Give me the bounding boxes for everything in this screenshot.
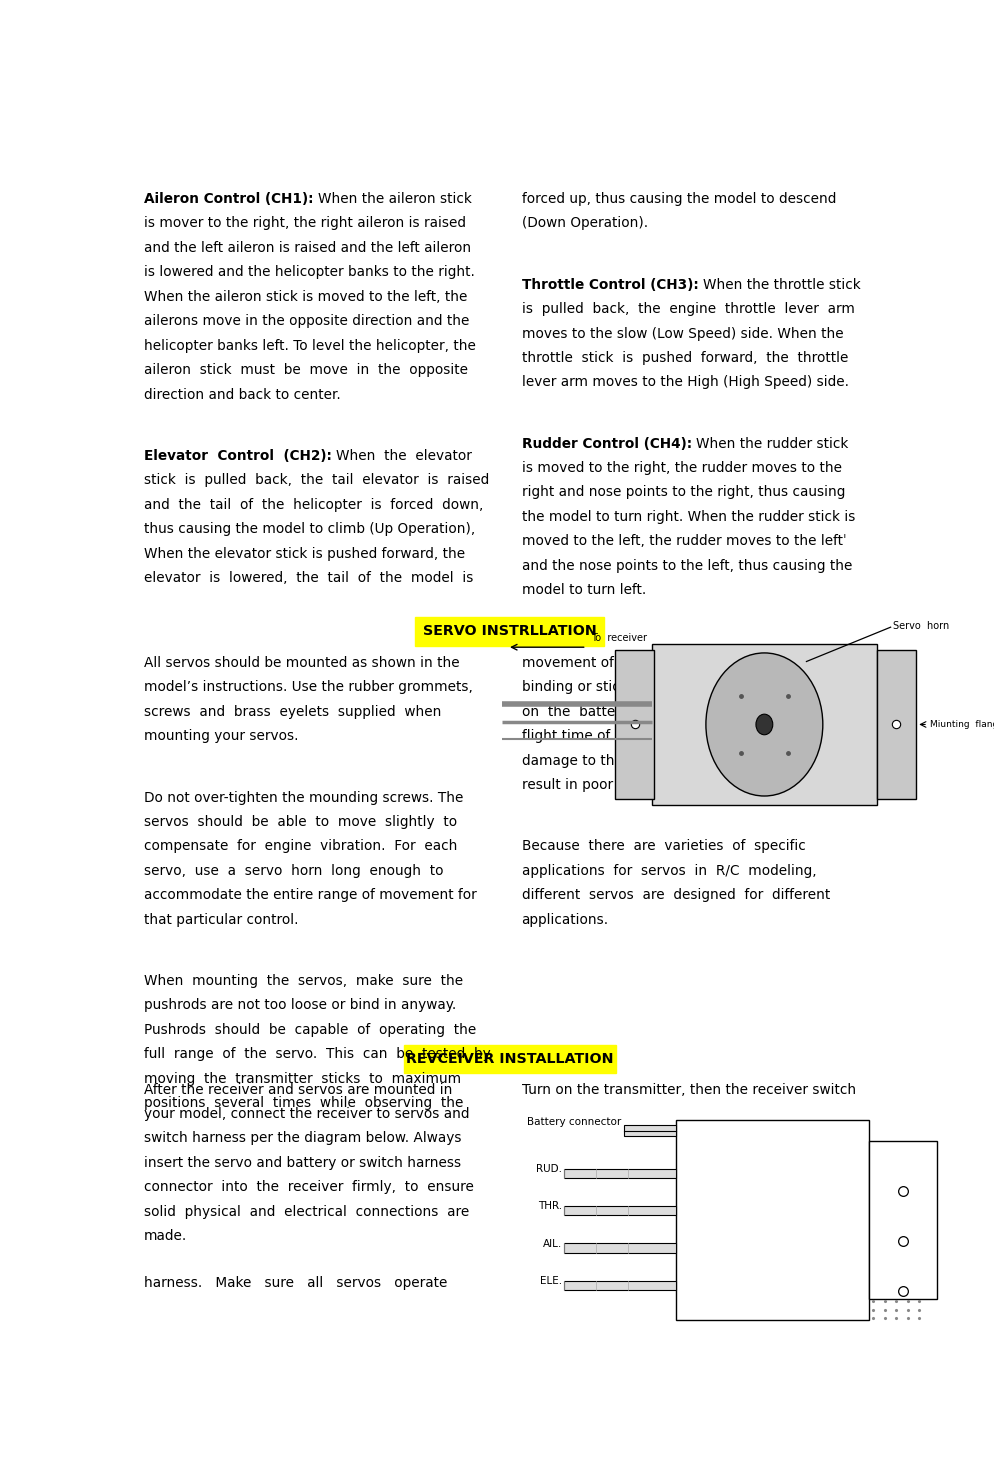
Text: moved to the left, the rudder moves to the leftˈ: moved to the left, the rudder moves to t…: [521, 535, 845, 548]
Text: moving  the  transmitter  sticks  to  maximum: moving the transmitter sticks to maximum: [143, 1072, 460, 1086]
Text: applications  for  servos  in  R/C  modeling,: applications for servos in R/C modeling,: [521, 864, 815, 877]
Text: To  receiver: To receiver: [590, 634, 647, 642]
Text: When  the  elevator: When the elevator: [336, 449, 472, 462]
Text: When the rudder stick: When the rudder stick: [696, 437, 848, 450]
Text: All servos should be mounted as shown in the: All servos should be mounted as shown in…: [143, 656, 459, 671]
Text: different  servos  are  designed  for  different: different servos are designed for differ…: [521, 888, 829, 902]
Text: binding or sticks in flight, a greater current drain: binding or sticks in flight, a greater c…: [521, 681, 855, 694]
Text: (Down Operation).: (Down Operation).: [521, 217, 647, 230]
Text: compensate  for  engine  vibration.  For  each: compensate for engine vibration. For eac…: [143, 839, 456, 854]
Text: Do not over-tighten the mounding screws. The: Do not over-tighten the mounding screws.…: [143, 790, 462, 805]
Text: connector  into  the  receiver  firmly,  to  ensure: connector into the receiver firmly, to e…: [143, 1180, 473, 1195]
Text: damage to the servo and loose linkages could: damage to the servo and loose linkages c…: [521, 753, 837, 768]
Text: applications.: applications.: [521, 913, 608, 926]
Text: Rudder Control (CH4):: Rudder Control (CH4):: [521, 437, 696, 450]
Text: flight time of the model. Binding can also cause: flight time of the model. Binding can al…: [521, 730, 849, 743]
Bar: [614, 650, 654, 799]
Text: switch harness per the diagram below. Always: switch harness per the diagram below. Al…: [143, 1131, 460, 1146]
Text: Because  there  are  varieties  of  specific: Because there are varieties of specific: [521, 839, 804, 854]
Text: After the receiver and servos are mounted in: After the receiver and servos are mounte…: [143, 1083, 451, 1096]
Text: your model, connect the receiver to servos and: your model, connect the receiver to serv…: [143, 1106, 469, 1121]
Bar: [876, 650, 915, 799]
Circle shape: [755, 715, 772, 734]
Text: model to turn left.: model to turn left.: [521, 583, 645, 597]
Text: When the throttle stick: When the throttle stick: [703, 278, 860, 291]
Text: is moved to the right, the rudder moves to the: is moved to the right, the rudder moves …: [521, 461, 841, 476]
Text: right and nose points to the right, thus causing: right and nose points to the right, thus…: [521, 486, 844, 499]
Text: REVCEIVER INSTALLATION: REVCEIVER INSTALLATION: [406, 1052, 613, 1066]
Text: aileron  stick  must  be  move  in  the  opposite: aileron stick must be move in the opposi…: [143, 363, 467, 377]
Text: throttle  stick  is  pushed  forward,  the  throttle: throttle stick is pushed forward, the th…: [521, 352, 847, 365]
Text: lever arm moves to the High (High Speed) side.: lever arm moves to the High (High Speed)…: [521, 375, 848, 390]
Text: When the elevator stick is pushed forward, the: When the elevator stick is pushed forwar…: [143, 546, 464, 561]
Text: Miunting  flange: Miunting flange: [929, 719, 994, 730]
Text: pushrods are not too loose or bind in anyway.: pushrods are not too loose or bind in an…: [143, 998, 455, 1012]
Text: RUD.: RUD.: [536, 1164, 562, 1174]
Bar: [676, 1120, 868, 1320]
Bar: [651, 644, 876, 805]
Text: When the aileron stick is moved to the left, the: When the aileron stick is moved to the l…: [143, 289, 466, 304]
Text: direction and back to center.: direction and back to center.: [143, 387, 340, 402]
Text: stick  is  pulled  back,  the  tail  elevator  is  raised: stick is pulled back, the tail elevator …: [143, 473, 488, 487]
Text: insert the servo and battery or switch harness: insert the servo and battery or switch h…: [143, 1156, 460, 1170]
Text: and  the  tail  of  the  helicopter  is  forced  down,: and the tail of the helicopter is forced…: [143, 498, 482, 511]
Text: and the left aileron is raised and the left aileron: and the left aileron is raised and the l…: [143, 241, 470, 256]
Text: made.: made.: [143, 1229, 187, 1244]
Text: accommodate the entire range of movement for: accommodate the entire range of movement…: [143, 888, 476, 902]
Text: is  pulled  back,  the  engine  throttle  lever  arm: is pulled back, the engine throttle leve…: [521, 303, 854, 316]
Text: Elevator  Control  (CH2):: Elevator Control (CH2):: [143, 449, 336, 462]
Text: model’s instructions. Use the rubber grommets,: model’s instructions. Use the rubber gro…: [143, 681, 472, 694]
Text: servos  should  be  able  to  move  slightly  to: servos should be able to move slightly t…: [143, 815, 456, 829]
Bar: [564, 1244, 676, 1252]
Text: solid  physical  and  electrical  connections  are: solid physical and electrical connection…: [143, 1205, 468, 1219]
Text: is mover to the right, the right aileron is raised: is mover to the right, the right aileron…: [143, 217, 465, 230]
Text: the model to turn right. When the rudder stick is: the model to turn right. When the rudder…: [521, 510, 854, 524]
Text: Servo  horn: Servo horn: [892, 620, 948, 631]
Text: ELE.: ELE.: [540, 1276, 562, 1286]
Text: When the aileron stick: When the aileron stick: [318, 192, 471, 205]
Bar: [564, 1281, 676, 1289]
Text: helicopter banks left. To level the helicopter, the: helicopter banks left. To level the heli…: [143, 338, 475, 353]
Text: is lowered and the helicopter banks to the right.: is lowered and the helicopter banks to t…: [143, 266, 474, 279]
Bar: [868, 1142, 936, 1300]
Bar: [404, 1046, 615, 1074]
Text: ailerons move in the opposite direction and the: ailerons move in the opposite direction …: [143, 315, 468, 328]
Text: result in poor control of the model.: result in poor control of the model.: [521, 778, 759, 792]
Text: Turn on the transmitter, then the receiver switch: Turn on the transmitter, then the receiv…: [521, 1083, 855, 1096]
Text: harness.   Make   sure   all   servos   operate: harness. Make sure all servos operate: [143, 1276, 446, 1289]
Text: movement of the control services. If a servo is: movement of the control services. If a s…: [521, 656, 840, 671]
Text: screws  and  brass  eyelets  supplied  when: screws and brass eyelets supplied when: [143, 705, 440, 719]
Text: thus causing the model to climb (Up Operation),: thus causing the model to climb (Up Oper…: [143, 523, 474, 536]
Bar: [415, 617, 603, 645]
Text: and the nose points to the left, thus causing the: and the nose points to the left, thus ca…: [521, 558, 851, 573]
Text: elevator  is  lowered,  the  tail  of  the  model  is: elevator is lowered, the tail of the mod…: [143, 572, 472, 585]
Text: that particular control.: that particular control.: [143, 913, 298, 926]
Bar: [564, 1207, 676, 1216]
Text: Pushrods  should  be  capable  of  operating  the: Pushrods should be capable of operating …: [143, 1022, 475, 1037]
Text: positions  several  times  while  observing  the: positions several times while observing …: [143, 1096, 462, 1111]
Text: Battery connector: Battery connector: [527, 1117, 621, 1127]
Text: on  the  battery  is  applied,  thus  shortening  the: on the battery is applied, thus shorteni…: [521, 705, 863, 719]
Text: moves to the slow (Low Speed) side. When the: moves to the slow (Low Speed) side. When…: [521, 326, 842, 341]
Text: AIL.: AIL.: [542, 1239, 562, 1250]
Text: servo,  use  a  servo  horn  long  enough  to: servo, use a servo horn long enough to: [143, 864, 442, 877]
Text: THR.: THR.: [538, 1201, 562, 1211]
Bar: [623, 1125, 676, 1136]
Text: SERVO INSTRLLATION: SERVO INSTRLLATION: [422, 625, 596, 638]
Text: full  range  of  the  servo.  This  can  be  tested  by: full range of the servo. This can be tes…: [143, 1047, 490, 1062]
Text: Aileron Control (CH1):: Aileron Control (CH1):: [143, 192, 318, 205]
Text: Throttle Control (CH3):: Throttle Control (CH3):: [521, 278, 703, 291]
Circle shape: [705, 653, 822, 796]
Text: mounting your servos.: mounting your servos.: [143, 730, 298, 743]
Bar: [564, 1168, 676, 1177]
Text: When  mounting  the  servos,  make  sure  the: When mounting the servos, make sure the: [143, 973, 462, 988]
Text: forced up, thus causing the model to descend: forced up, thus causing the model to des…: [521, 192, 835, 205]
